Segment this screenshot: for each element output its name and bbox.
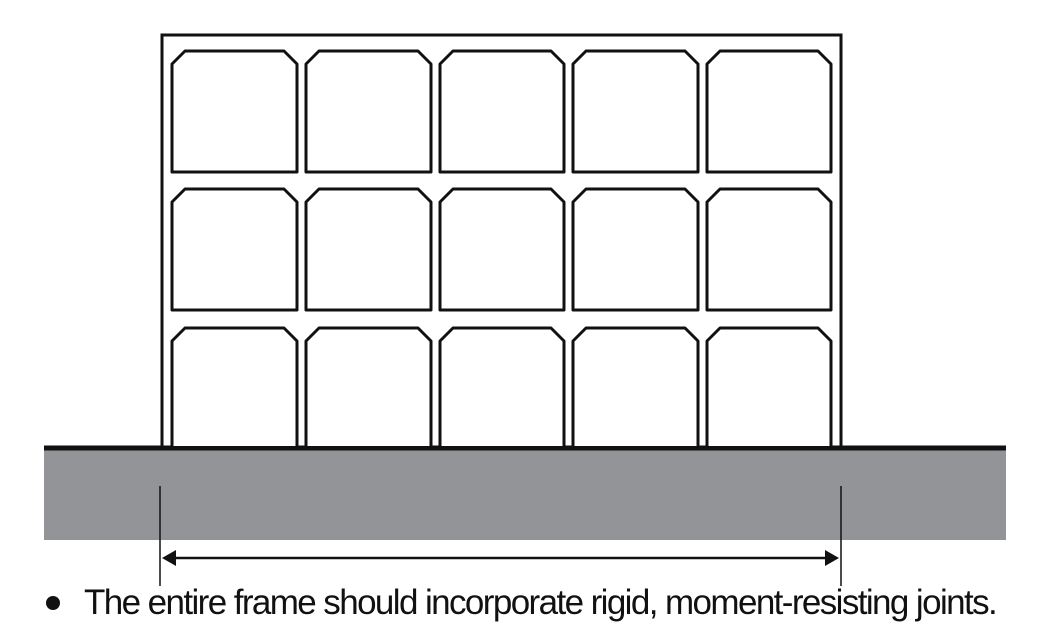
dimension-line bbox=[159, 486, 842, 586]
frame-opening bbox=[705, 49, 833, 174]
frame-opening bbox=[304, 326, 433, 446]
frame-opening bbox=[170, 187, 299, 312]
frame-opening bbox=[571, 187, 700, 312]
dimension-arrow-right-icon bbox=[825, 550, 839, 566]
frame-opening bbox=[304, 49, 433, 174]
caption-text: The entire frame should incorporate rigi… bbox=[84, 583, 998, 622]
frame-openings-row-3 bbox=[170, 326, 833, 446]
dimension-arrow-left-icon bbox=[162, 550, 176, 566]
frame-opening bbox=[705, 187, 833, 312]
frame-opening bbox=[438, 326, 566, 446]
frame-opening bbox=[705, 326, 833, 446]
frame-opening bbox=[438, 49, 566, 174]
frame-openings-row-2 bbox=[170, 187, 833, 312]
frame-opening bbox=[170, 326, 299, 446]
bullet-icon bbox=[46, 596, 60, 610]
caption: The entire frame should incorporate rigi… bbox=[46, 578, 998, 628]
frame-openings-row-1 bbox=[170, 49, 833, 174]
frame-opening bbox=[304, 187, 433, 312]
frame-opening bbox=[571, 326, 700, 446]
frame-opening bbox=[170, 49, 299, 174]
ground bbox=[44, 448, 1006, 540]
frame-opening bbox=[438, 187, 566, 312]
frame-opening bbox=[571, 49, 700, 174]
frame-outline bbox=[160, 33, 843, 446]
